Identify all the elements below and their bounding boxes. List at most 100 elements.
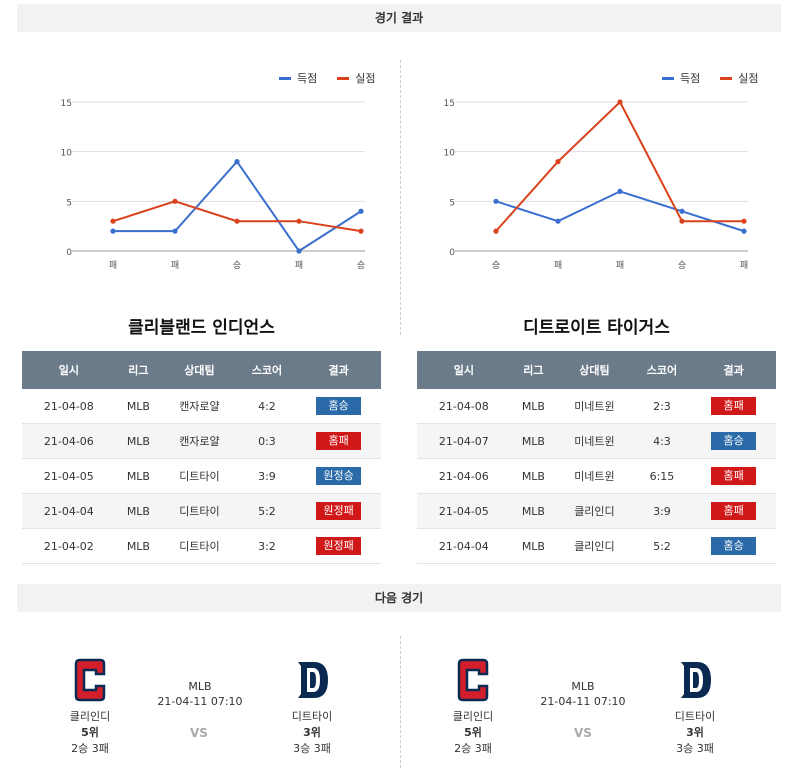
x-tick-label: 패 [616,260,624,271]
next-game-2-home: 클리인디 5위 2승 3패 [433,656,513,756]
cell-result: 원정패 [296,528,381,564]
x-tick-label: 패 [554,260,562,271]
y-tick-label: 5 [449,198,455,208]
header-opponent: 상대팀 [556,351,633,389]
cell-league: MLB [115,493,162,529]
cleveland-logo-icon [70,656,110,704]
result-badge: 홈패 [316,432,362,450]
table-row: 21-04-05 MLB 디트타이 3:9 원정승 [22,458,381,494]
game-league: MLB [188,680,212,693]
table-header-row: 일시 리그 상대팀 스코어 결과 [22,351,381,389]
data-point [172,228,178,234]
x-tick-label: 승 [233,260,241,271]
y-tick-label: 15 [61,99,72,109]
next-game-1-away: 디트타이 3위 3승 3패 [272,656,352,756]
y-tick-label: 10 [61,149,73,159]
header-score: 스코어 [632,351,692,389]
table-row: 21-04-02 MLB 디트타이 3:2 원정패 [22,528,381,564]
x-tick-label: 승 [492,260,500,271]
home-team-rank: 5위 [464,726,482,739]
data-point [110,228,116,234]
table-row: 21-04-05 MLB 클리인디 3:9 홈패 [417,493,776,529]
header-league: 리그 [510,351,557,389]
legend-swatch-scored [279,76,291,80]
table-row: 21-04-06 MLB 미네트윈 6:15 홈패 [417,458,776,494]
team2-title: 디트로이트 타이거스 [523,318,670,338]
y-tick-label: 15 [444,99,455,109]
cell-score: 6:15 [632,458,692,494]
section-divider [400,636,401,768]
legend-swatch-allowed [720,76,733,80]
header-score: 스코어 [237,351,297,389]
table-row: 21-04-08 MLB 미네트윈 2:3 홈패 [417,389,776,424]
team2-results-table: 일시 리그 상대팀 스코어 결과 21-04-08 MLB 미네트윈 2:3 홈패 21-… [417,351,776,564]
data-point [296,248,302,254]
cell-date: 21-04-06 [22,423,116,459]
cell-score: 4:2 [237,389,297,424]
header-date: 일시 [417,351,511,389]
data-point [234,159,240,165]
next-section-title: 다음 경기 [17,584,781,612]
cell-opponent: 미네트윈 [556,389,633,424]
cell-result: 홈승 [691,528,776,564]
team1-title: 클리블랜드 인디언스 [128,318,275,338]
result-badge: 원정패 [316,537,362,555]
cell-date: 21-04-06 [417,458,511,494]
data-point [358,208,364,214]
cell-result: 홈패 [691,493,776,529]
result-badge: 홈패 [711,397,757,415]
cell-score: 2:3 [632,389,692,424]
data-point [617,188,623,194]
section-divider [400,60,401,335]
cell-league: MLB [115,458,162,494]
away-team-name: 디트타이 [291,710,333,723]
legend-label-allowed: 실점 [738,72,759,85]
away-team-record: 3승 3패 [676,742,714,755]
data-point [679,208,685,214]
data-point [617,99,623,105]
header-opponent: 상대팀 [161,351,238,389]
result-badge: 홈승 [316,397,362,415]
cell-score: 3:9 [632,493,692,529]
x-tick-label: 승 [357,260,365,271]
legend-label-scored: 득점 [297,72,318,85]
cell-result: 홈패 [691,458,776,494]
cell-result: 원정승 [296,458,381,494]
chart-legend: 득점 실점 [265,70,376,86]
cell-opponent: 미네트윈 [556,458,633,494]
home-team-name: 클리인디 [69,710,111,723]
cell-date: 21-04-02 [22,528,116,564]
cell-date: 21-04-05 [417,493,511,529]
legend-label-allowed: 실점 [355,72,376,85]
cell-date: 21-04-08 [417,389,511,424]
y-tick-label: 5 [66,198,72,208]
away-team-name: 디트타이 [674,710,716,723]
data-point [296,218,302,224]
cell-date: 21-04-05 [22,458,116,494]
game-datetime: 21-04-11 07:10 [157,695,243,708]
detroit-logo-icon [292,656,332,704]
x-tick-label: 패 [109,260,117,271]
data-point [741,228,747,234]
cell-opponent: 클리인디 [556,493,633,529]
table-header-row: 일시 리그 상대팀 스코어 결과 [417,351,776,389]
header-league: 리그 [115,351,162,389]
vs-label: VS [190,726,208,740]
next-game-2-info: MLB 21-04-11 07:10 [533,680,633,708]
team1-chart: 0 5 10 15 패 패 승 패 승 [40,90,380,280]
away-team-rank: 3위 [686,726,704,739]
data-point [555,159,561,165]
result-badge: 홈승 [711,537,757,555]
cell-date: 21-04-07 [417,423,511,459]
series-line-scored [495,190,745,233]
cell-league: MLB [510,389,557,424]
cell-league: MLB [510,458,557,494]
data-point [741,218,747,224]
cell-opponent: 캔자로얄 [161,389,238,424]
cell-result: 원정패 [296,493,381,529]
next-game-2-away: 디트타이 3위 3승 3패 [655,656,735,756]
y-tick-label: 0 [66,248,72,258]
data-point [493,198,499,204]
result-badge: 원정승 [316,467,362,485]
cleveland-logo-icon [453,656,493,704]
